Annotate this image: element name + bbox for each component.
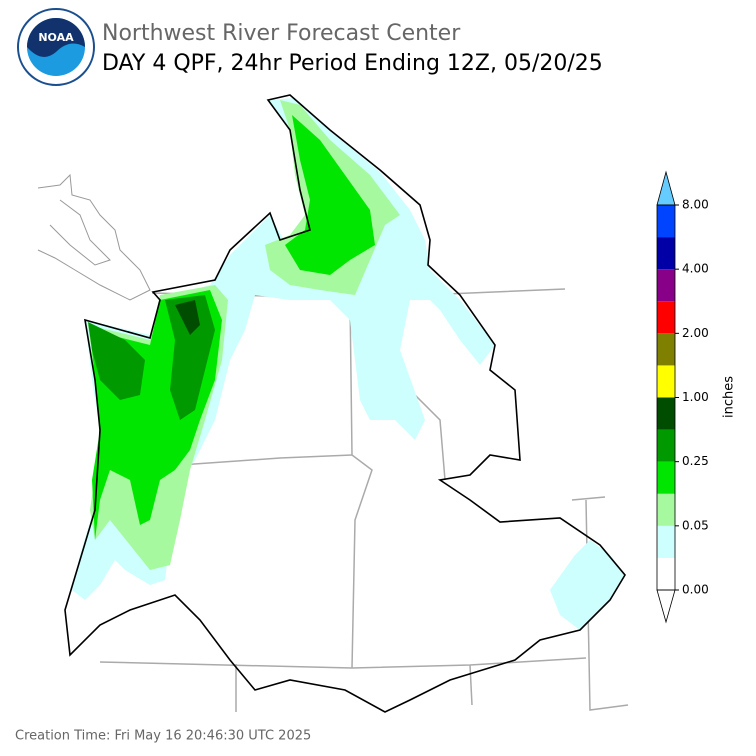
colorbar-tick-label: 4.00 (682, 262, 709, 276)
colorbar-tick-label: 0.05 (682, 518, 709, 532)
colorbar-segment (657, 397, 675, 430)
coastline (37, 173, 151, 301)
colorbar-tick-label: 0.00 (682, 583, 709, 597)
title: Northwest River Forecast Center (102, 21, 461, 46)
colorbar-segment (657, 461, 675, 494)
colorbar-segment (657, 525, 675, 558)
logo-text: NOAA (38, 31, 74, 44)
colorbar-segment (657, 333, 675, 366)
colorbar-segment (657, 301, 675, 334)
noaa-logo: NOAA (17, 8, 95, 86)
creation-time: Creation Time: Fri May 16 20:46:30 UTC 2… (15, 729, 311, 744)
colorbar-segment (657, 205, 675, 238)
colorbar-segment (657, 237, 675, 270)
colorbar-segment (657, 365, 675, 398)
basin-outline (64, 94, 626, 713)
colorbar-tick-label: 0.25 (682, 454, 709, 468)
colorbar: 0.00 0.05 0.25 1.00 2.00 4.00 8.00 (656, 170, 709, 624)
colorbar-segment (657, 269, 675, 302)
colorbar-tick-label: 2.00 (682, 326, 709, 340)
colorbar-segment (657, 557, 675, 590)
colorbar-segment (657, 429, 675, 462)
colorbar-label: inches (722, 376, 737, 418)
colorbar-under (656, 589, 676, 624)
precip-areas (72, 98, 625, 630)
colorbar-segment (657, 493, 675, 526)
colorbar-tick-label: 8.00 (682, 198, 709, 212)
colorbar-over (656, 170, 676, 206)
colorbar-tick-label: 1.00 (682, 390, 709, 404)
subtitle: DAY 4 QPF, 24hr Period Ending 12Z, 05/20… (102, 51, 603, 76)
